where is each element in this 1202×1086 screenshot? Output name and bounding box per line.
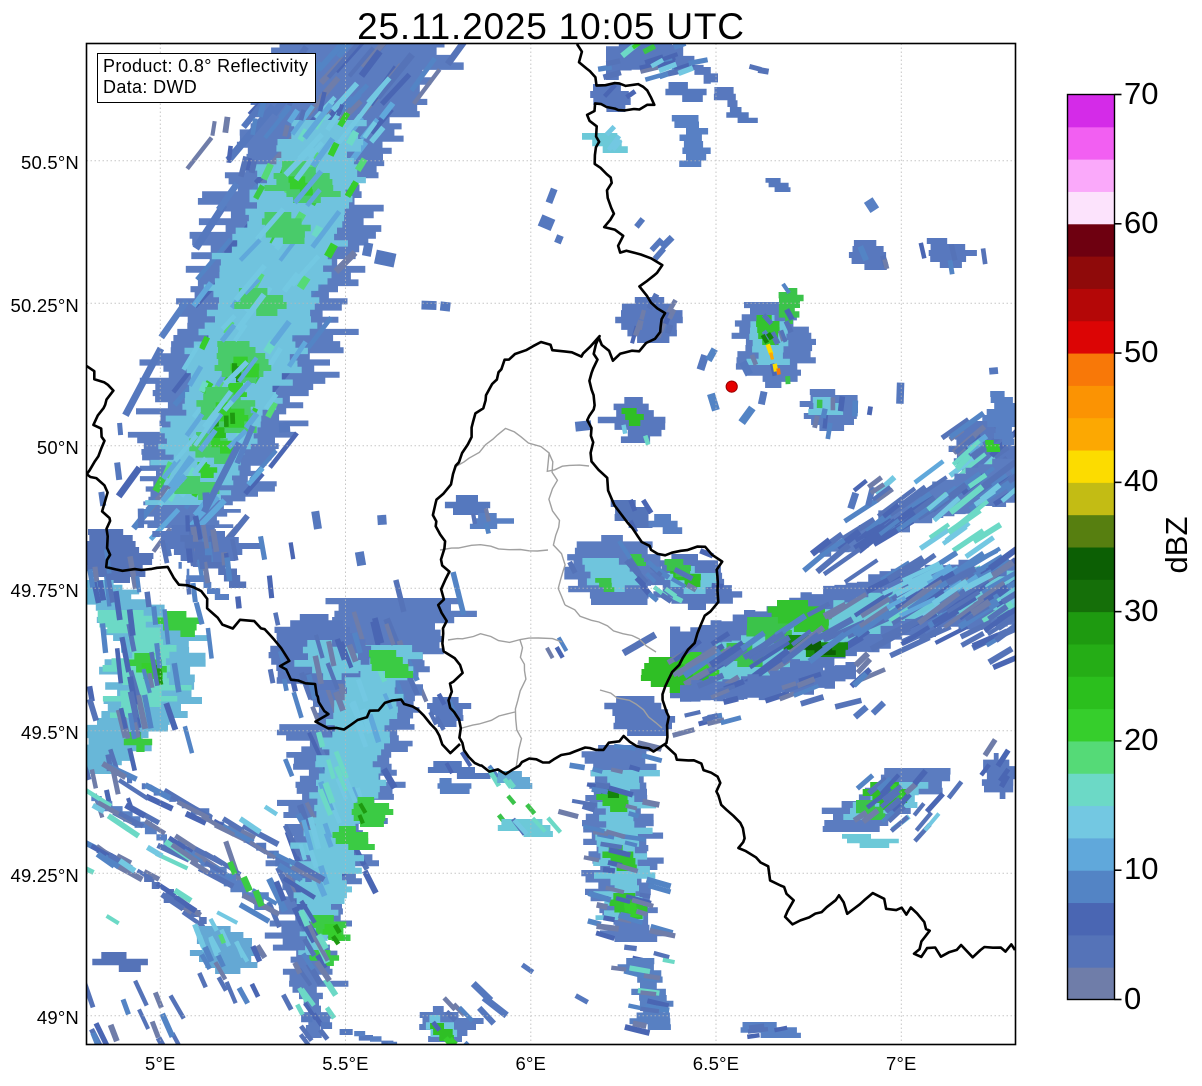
svg-text:dBZ: dBZ bbox=[1159, 517, 1194, 574]
